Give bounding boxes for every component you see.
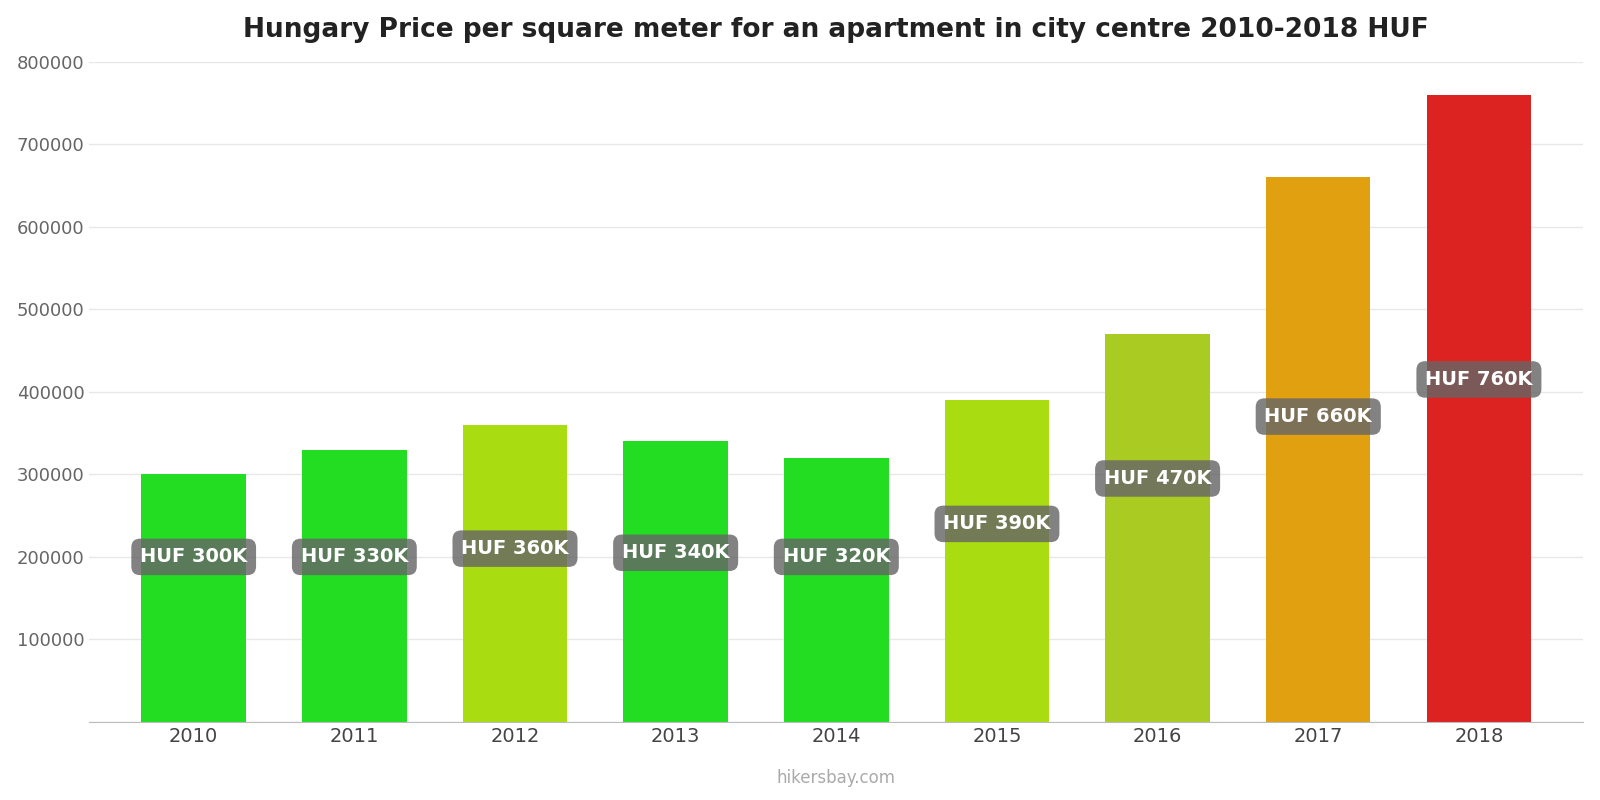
Text: HUF 300K: HUF 300K (141, 547, 248, 566)
Text: hikersbay.com: hikersbay.com (778, 769, 896, 787)
Bar (462, 425, 568, 722)
Text: HUF 660K: HUF 660K (1264, 407, 1373, 426)
Text: HUF 470K: HUF 470K (1104, 469, 1211, 488)
Bar (944, 400, 1050, 722)
Text: HUF 320K: HUF 320K (782, 547, 890, 566)
Text: HUF 760K: HUF 760K (1426, 370, 1533, 389)
Bar (1266, 178, 1371, 722)
Bar (141, 474, 246, 722)
Bar (302, 450, 406, 722)
Text: HUF 360K: HUF 360K (461, 539, 568, 558)
Text: HUF 330K: HUF 330K (301, 547, 408, 566)
Bar (1106, 334, 1210, 722)
Text: HUF 340K: HUF 340K (622, 543, 730, 562)
Text: HUF 390K: HUF 390K (944, 514, 1051, 534)
Bar (784, 458, 888, 722)
Bar (1427, 94, 1531, 722)
Title: Hungary Price per square meter for an apartment in city centre 2010-2018 HUF: Hungary Price per square meter for an ap… (243, 17, 1429, 42)
Bar (624, 442, 728, 722)
